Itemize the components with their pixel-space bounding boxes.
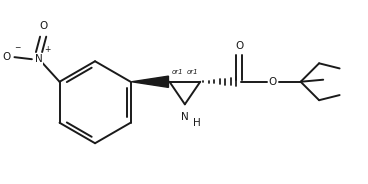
Text: H: H bbox=[193, 118, 201, 128]
Text: −: − bbox=[14, 43, 21, 52]
Text: O: O bbox=[39, 21, 47, 31]
Text: O: O bbox=[2, 52, 10, 62]
Text: N: N bbox=[35, 54, 43, 64]
Text: O: O bbox=[269, 77, 277, 87]
Text: N: N bbox=[181, 112, 189, 122]
Text: +: + bbox=[44, 45, 50, 54]
Polygon shape bbox=[132, 76, 169, 87]
Text: or1: or1 bbox=[187, 69, 198, 75]
Text: or1: or1 bbox=[171, 69, 183, 75]
Text: O: O bbox=[235, 41, 243, 51]
